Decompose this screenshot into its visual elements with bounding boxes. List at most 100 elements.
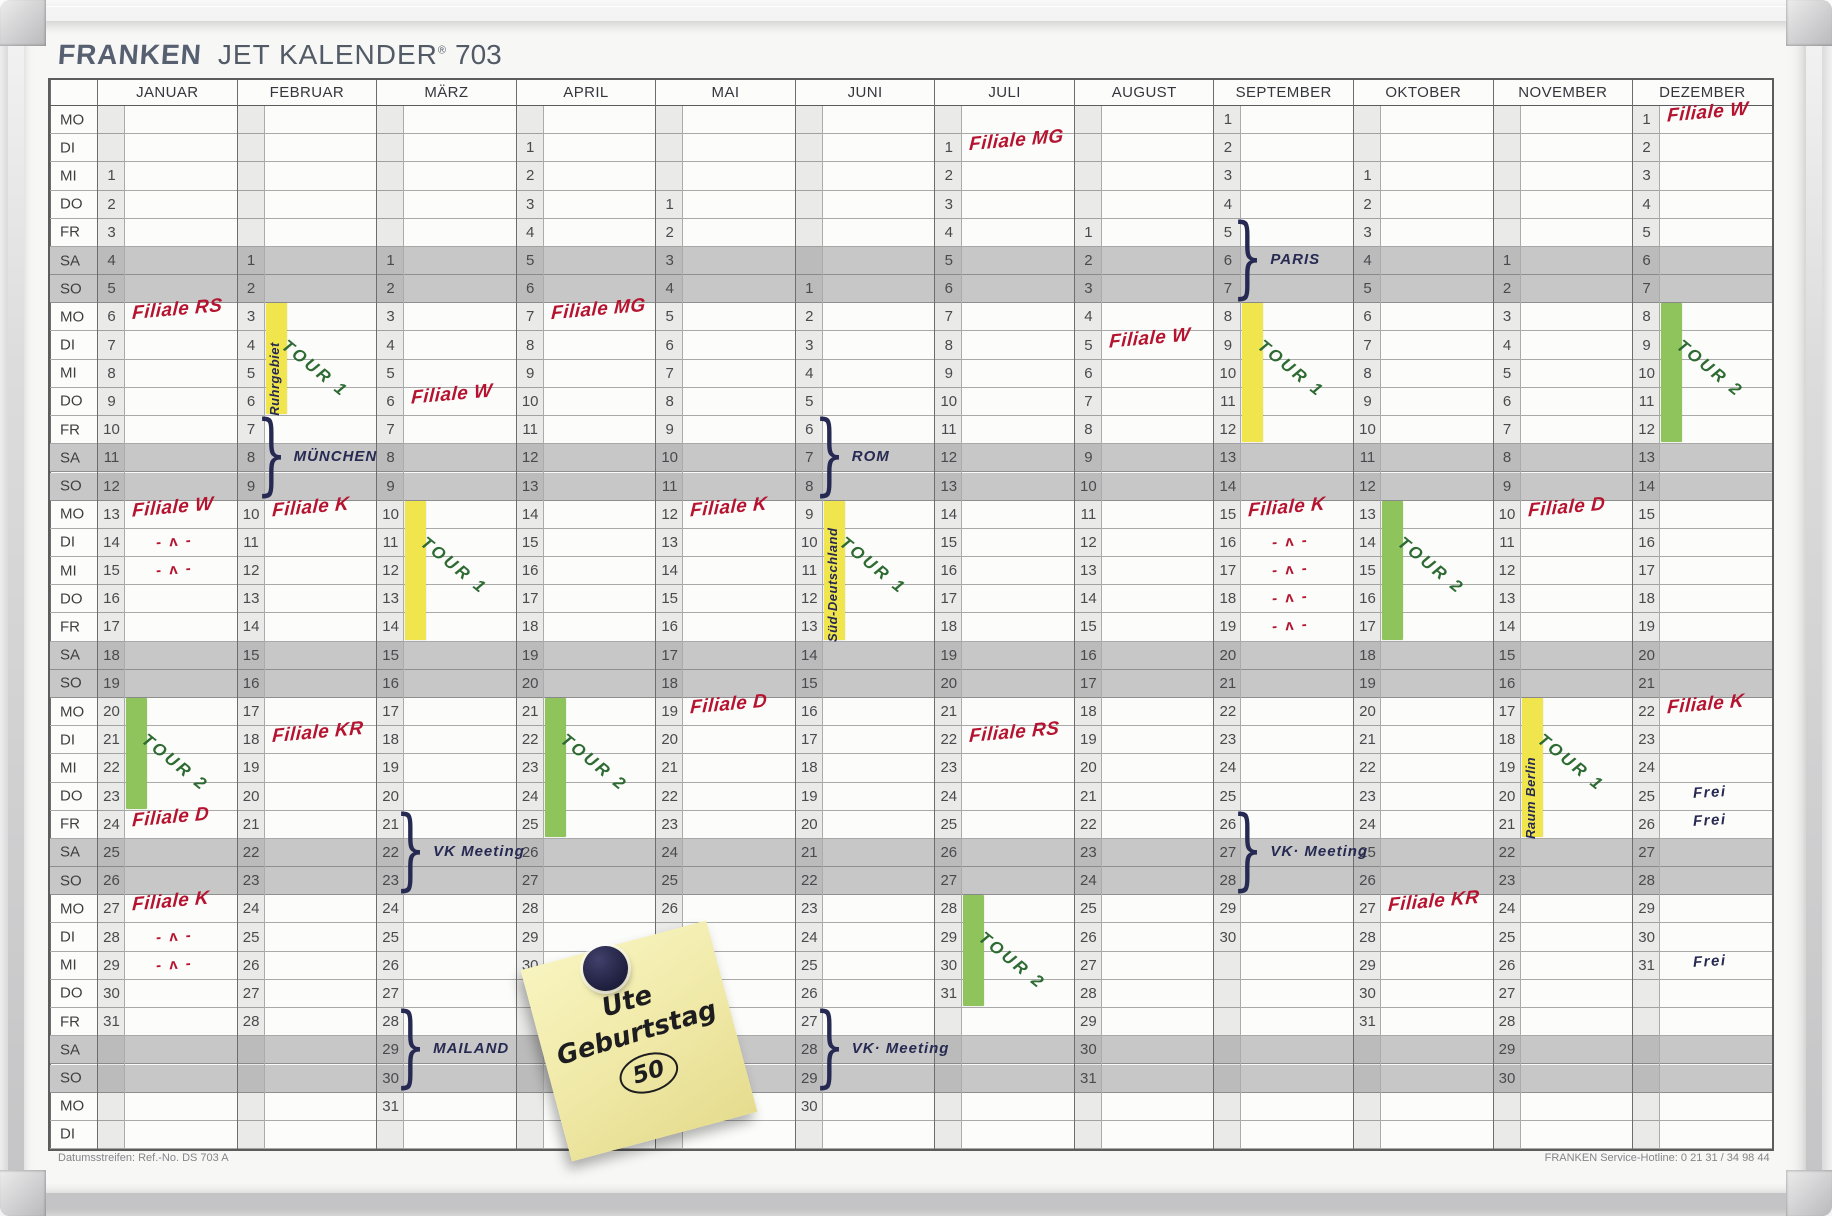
day-number: 23	[800, 900, 818, 918]
day-number: 8	[805, 477, 814, 495]
day-number: 12	[382, 562, 399, 579]
calendar-row: DI	[50, 924, 1772, 952]
day-number: 7	[107, 336, 116, 354]
day-number: 14	[1498, 618, 1516, 636]
day-number: 13	[1638, 449, 1655, 467]
day-number: 22	[661, 787, 679, 805]
day-number: 10	[521, 392, 539, 410]
day-number: 28	[1498, 1013, 1516, 1031]
weekday-label: FR	[60, 815, 80, 833]
day-number: 3	[1084, 280, 1093, 298]
day-number: 28	[382, 1013, 399, 1031]
day-number: 21	[1498, 815, 1516, 833]
day-number: 27	[940, 872, 958, 890]
highlight-strip-green	[963, 895, 985, 1007]
day-number: 30	[1219, 928, 1237, 946]
day-number: 3	[526, 195, 535, 213]
day-number: 25	[1359, 843, 1376, 861]
day-number: 24	[1080, 872, 1097, 890]
day-number: 26	[1498, 956, 1516, 974]
brace-icon: }	[255, 402, 287, 506]
day-number: 24	[1498, 900, 1516, 918]
day-number: 22	[1498, 843, 1516, 861]
day-number: 5	[1642, 223, 1651, 241]
day-number: 11	[1359, 449, 1376, 467]
day-number: 7	[1363, 336, 1372, 354]
day-number: 8	[1363, 364, 1372, 382]
day-number: 1	[526, 139, 535, 157]
day-number: 22	[103, 759, 120, 777]
day-number: 10	[1080, 477, 1097, 495]
day-number: 26	[940, 843, 958, 861]
day-number: 29	[1219, 900, 1237, 918]
day-number: 18	[661, 674, 679, 692]
day-number: 6	[1363, 308, 1372, 326]
day-number: 19	[661, 703, 679, 720]
day-number: 2	[944, 167, 953, 185]
day-number: 18	[382, 731, 399, 749]
day-number: 8	[944, 336, 953, 354]
day-number: 20	[661, 731, 679, 749]
day-number: 25	[382, 928, 399, 946]
month-column-oktober: OKTOBER 1 2 3 4 5 6 7 8 9 10 11 12 13 14 15 16 17 18 19 20 21…	[1353, 80, 1493, 1149]
product-title-text: JET KALENDER	[217, 39, 438, 70]
day-number: 29	[382, 1041, 399, 1059]
free-day-note: Frei	[1692, 810, 1728, 830]
calendar-row: DO	[50, 191, 1772, 219]
day-number: 21	[661, 759, 679, 777]
calendar-row: SA	[50, 838, 1772, 868]
day-number: 15	[103, 562, 120, 579]
day-number: 20	[1080, 759, 1097, 777]
month-column-august: AUGUST 1 2 3 4 5 6 7 8 9 10 11 12 13 14 15 16 17 18 19 20 21 2…	[1073, 80, 1214, 1149]
day-number: 16	[103, 590, 120, 608]
day-number: 30	[940, 956, 958, 974]
day-number: 8	[526, 336, 535, 354]
day-number: 25	[661, 872, 679, 890]
day-number: 14	[1080, 590, 1097, 608]
day-number: 29	[103, 956, 120, 974]
day-number: 6	[1642, 252, 1651, 269]
frame-corner-icon	[1786, 1170, 1832, 1216]
day-number: 23	[1359, 787, 1376, 805]
calendar-row: FR	[50, 1008, 1772, 1037]
day-number: 16	[940, 562, 958, 579]
day-number: 27	[1080, 956, 1097, 974]
sticky-note-badge: 50	[614, 1045, 684, 1101]
day-number: 9	[944, 364, 953, 382]
day-number: 10	[103, 421, 120, 439]
ditto-mark: - ʌ -	[155, 531, 194, 552]
day-number: 10	[1359, 421, 1376, 439]
day-number: 20	[1638, 646, 1655, 664]
day-number: 24	[1638, 759, 1655, 777]
day-number-column	[98, 106, 125, 1149]
day-number: 18	[1638, 590, 1655, 608]
day-number: 12	[1638, 421, 1655, 439]
day-number: 8	[1084, 421, 1093, 439]
calendar-row: DI	[50, 332, 1772, 360]
day-number: 31	[382, 1097, 399, 1115]
weekday-label: SA	[60, 1041, 81, 1059]
day-number: 22	[1219, 703, 1237, 720]
board-surface: FRANKEN JET KALENDER® 703 MO DI MI DO FR SA SO MO…	[24, 21, 1806, 1193]
day-number: 5	[1502, 364, 1512, 382]
day-number: 13	[382, 590, 399, 608]
calendar-row: DO	[50, 980, 1772, 1009]
day-number: 11	[941, 421, 957, 439]
day-number: 27	[521, 872, 539, 890]
day-number: 1	[1223, 111, 1233, 128]
day-number: 13	[1359, 505, 1376, 523]
month-header: FEBRUAR	[269, 84, 345, 101]
day-number: 1	[665, 195, 674, 213]
day-number: 29	[1080, 1013, 1097, 1031]
calendar-row: SO	[50, 867, 1772, 896]
day-number: 24	[521, 787, 539, 805]
day-number: 14	[1638, 477, 1655, 495]
day-number: 15	[521, 533, 539, 551]
day-number: 7	[665, 364, 674, 382]
day-number: 30	[800, 1097, 818, 1115]
day-number: 7	[1223, 280, 1233, 298]
day-number: 20	[1359, 703, 1376, 720]
day-number: 8	[107, 364, 116, 382]
day-number: 7	[1642, 280, 1651, 298]
day-number: 4	[246, 336, 256, 354]
